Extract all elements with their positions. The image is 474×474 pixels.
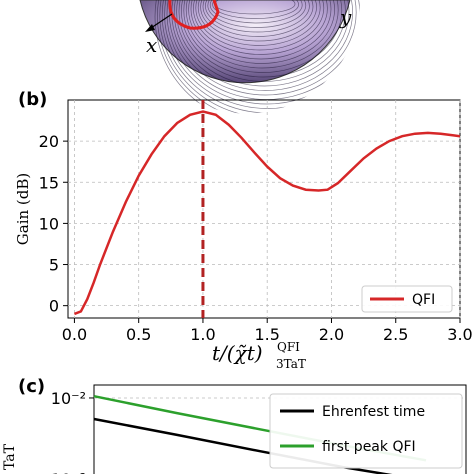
panel-b-xlabel-sup: QFI bbox=[277, 340, 300, 354]
x-tick-label: 2.0 bbox=[319, 325, 344, 344]
panel-c-ylabel: TaT bbox=[2, 443, 18, 470]
sphere-trajectory-ring bbox=[181, 0, 346, 78]
sphere-trajectory-ring bbox=[178, 0, 350, 82]
sphere-trajectory-ring bbox=[183, 0, 343, 73]
sphere-trajectory-ring bbox=[202, 0, 314, 37]
panel-b-xlabel-main: t/(χ̃t) bbox=[212, 341, 263, 365]
y-tick-label: 20 bbox=[39, 132, 59, 151]
panel-c: (c) 10⁻² 10⁻³ TaT Ehrenfest time first pe… bbox=[2, 376, 467, 474]
qfi-series-line bbox=[73, 110, 460, 316]
panel-b: (b) 0.0 0.5 1.0 1.5 2.0 2.5 3.0 0 5 10 15 20 Gain … bbox=[14, 89, 473, 371]
sphere-trajectory-ring bbox=[188, 0, 335, 64]
sphere-trajectory-lines bbox=[154, 0, 360, 114]
x-tick-label: 1.0 bbox=[190, 325, 215, 344]
y-tick-label: 10 bbox=[39, 214, 59, 233]
sphere-trajectory-ring bbox=[157, 0, 360, 114]
sphere-trajectory-ring bbox=[159, 0, 360, 114]
x-tick-label: 2.5 bbox=[383, 325, 408, 344]
sphere-trajectory-ring bbox=[207, 0, 307, 28]
panel-b-legend: QFI bbox=[361, 285, 453, 313]
legend-ehrenfest-label: Ehrenfest time bbox=[322, 404, 425, 420]
panel-b-x-ticks: 0.0 0.5 1.0 1.5 2.0 2.5 3.0 bbox=[62, 318, 473, 344]
panel-b-y-ticks: 0 5 10 15 20 bbox=[39, 132, 68, 316]
ehrenfest-series-line bbox=[93, 417, 393, 474]
y-tick-label: 15 bbox=[39, 173, 59, 192]
panel-b-ylabel: Gain (dB) bbox=[14, 173, 32, 245]
sphere-trajectory-ring bbox=[173, 0, 357, 91]
x-tick-label: 1.5 bbox=[254, 325, 279, 344]
sphere-trajectory-ring bbox=[154, 0, 360, 114]
sphere-trajectory-ring bbox=[209, 0, 303, 24]
sphere-trajectory-ring bbox=[166, 0, 360, 105]
initial-state-contour bbox=[168, 0, 220, 30]
sphere-x-label: x bbox=[146, 33, 157, 57]
y-tick-label: 10⁻² bbox=[51, 389, 86, 408]
sphere-trajectory-ring bbox=[193, 0, 328, 55]
sphere-trajectory-ring bbox=[197, 0, 321, 46]
x-tick-label: 3.0 bbox=[447, 325, 472, 344]
panel-c-y-ticks: 10⁻² 10⁻³ bbox=[51, 389, 94, 474]
y-tick-label: 5 bbox=[49, 256, 59, 275]
x-tick-label: 0.0 bbox=[62, 325, 87, 344]
panel-c-label: (c) bbox=[18, 376, 45, 397]
panel-c-plot-frame bbox=[93, 384, 467, 474]
panel-b-plot-frame bbox=[67, 99, 461, 319]
sphere-trajectory-ring bbox=[205, 0, 310, 33]
panel-c-legend: Ehrenfest time first peak QFI bbox=[269, 393, 463, 469]
sphere-trajectory-ring bbox=[176, 0, 353, 87]
sphere-trajectory-ring bbox=[190, 0, 332, 60]
panel-b-xlabel: t/(χ̃t) QFI 3TaT bbox=[212, 340, 306, 371]
sphere-trajectory-ring bbox=[185, 0, 339, 69]
sphere-y-label: y bbox=[339, 5, 352, 29]
panel-b-xlabel-sub: 3TaT bbox=[276, 357, 306, 371]
y-tick-label: 0 bbox=[49, 297, 59, 316]
panel-b-label: (b) bbox=[18, 89, 47, 110]
bloch-sphere-panel: x y bbox=[139, 0, 360, 114]
x-tick-label: 0.5 bbox=[126, 325, 151, 344]
y-tick-label: 10⁻³ bbox=[51, 470, 86, 474]
x-axis-arrowhead bbox=[145, 24, 155, 32]
sphere-trajectory-ring bbox=[212, 0, 299, 19]
panel-b-grid bbox=[68, 100, 461, 318]
legend-qfi-label: QFI bbox=[412, 292, 435, 308]
sphere-trajectory-ring bbox=[195, 0, 325, 51]
legend-first-peak-label: first peak QFI bbox=[322, 439, 416, 455]
sphere-trajectory-ring bbox=[200, 0, 317, 42]
